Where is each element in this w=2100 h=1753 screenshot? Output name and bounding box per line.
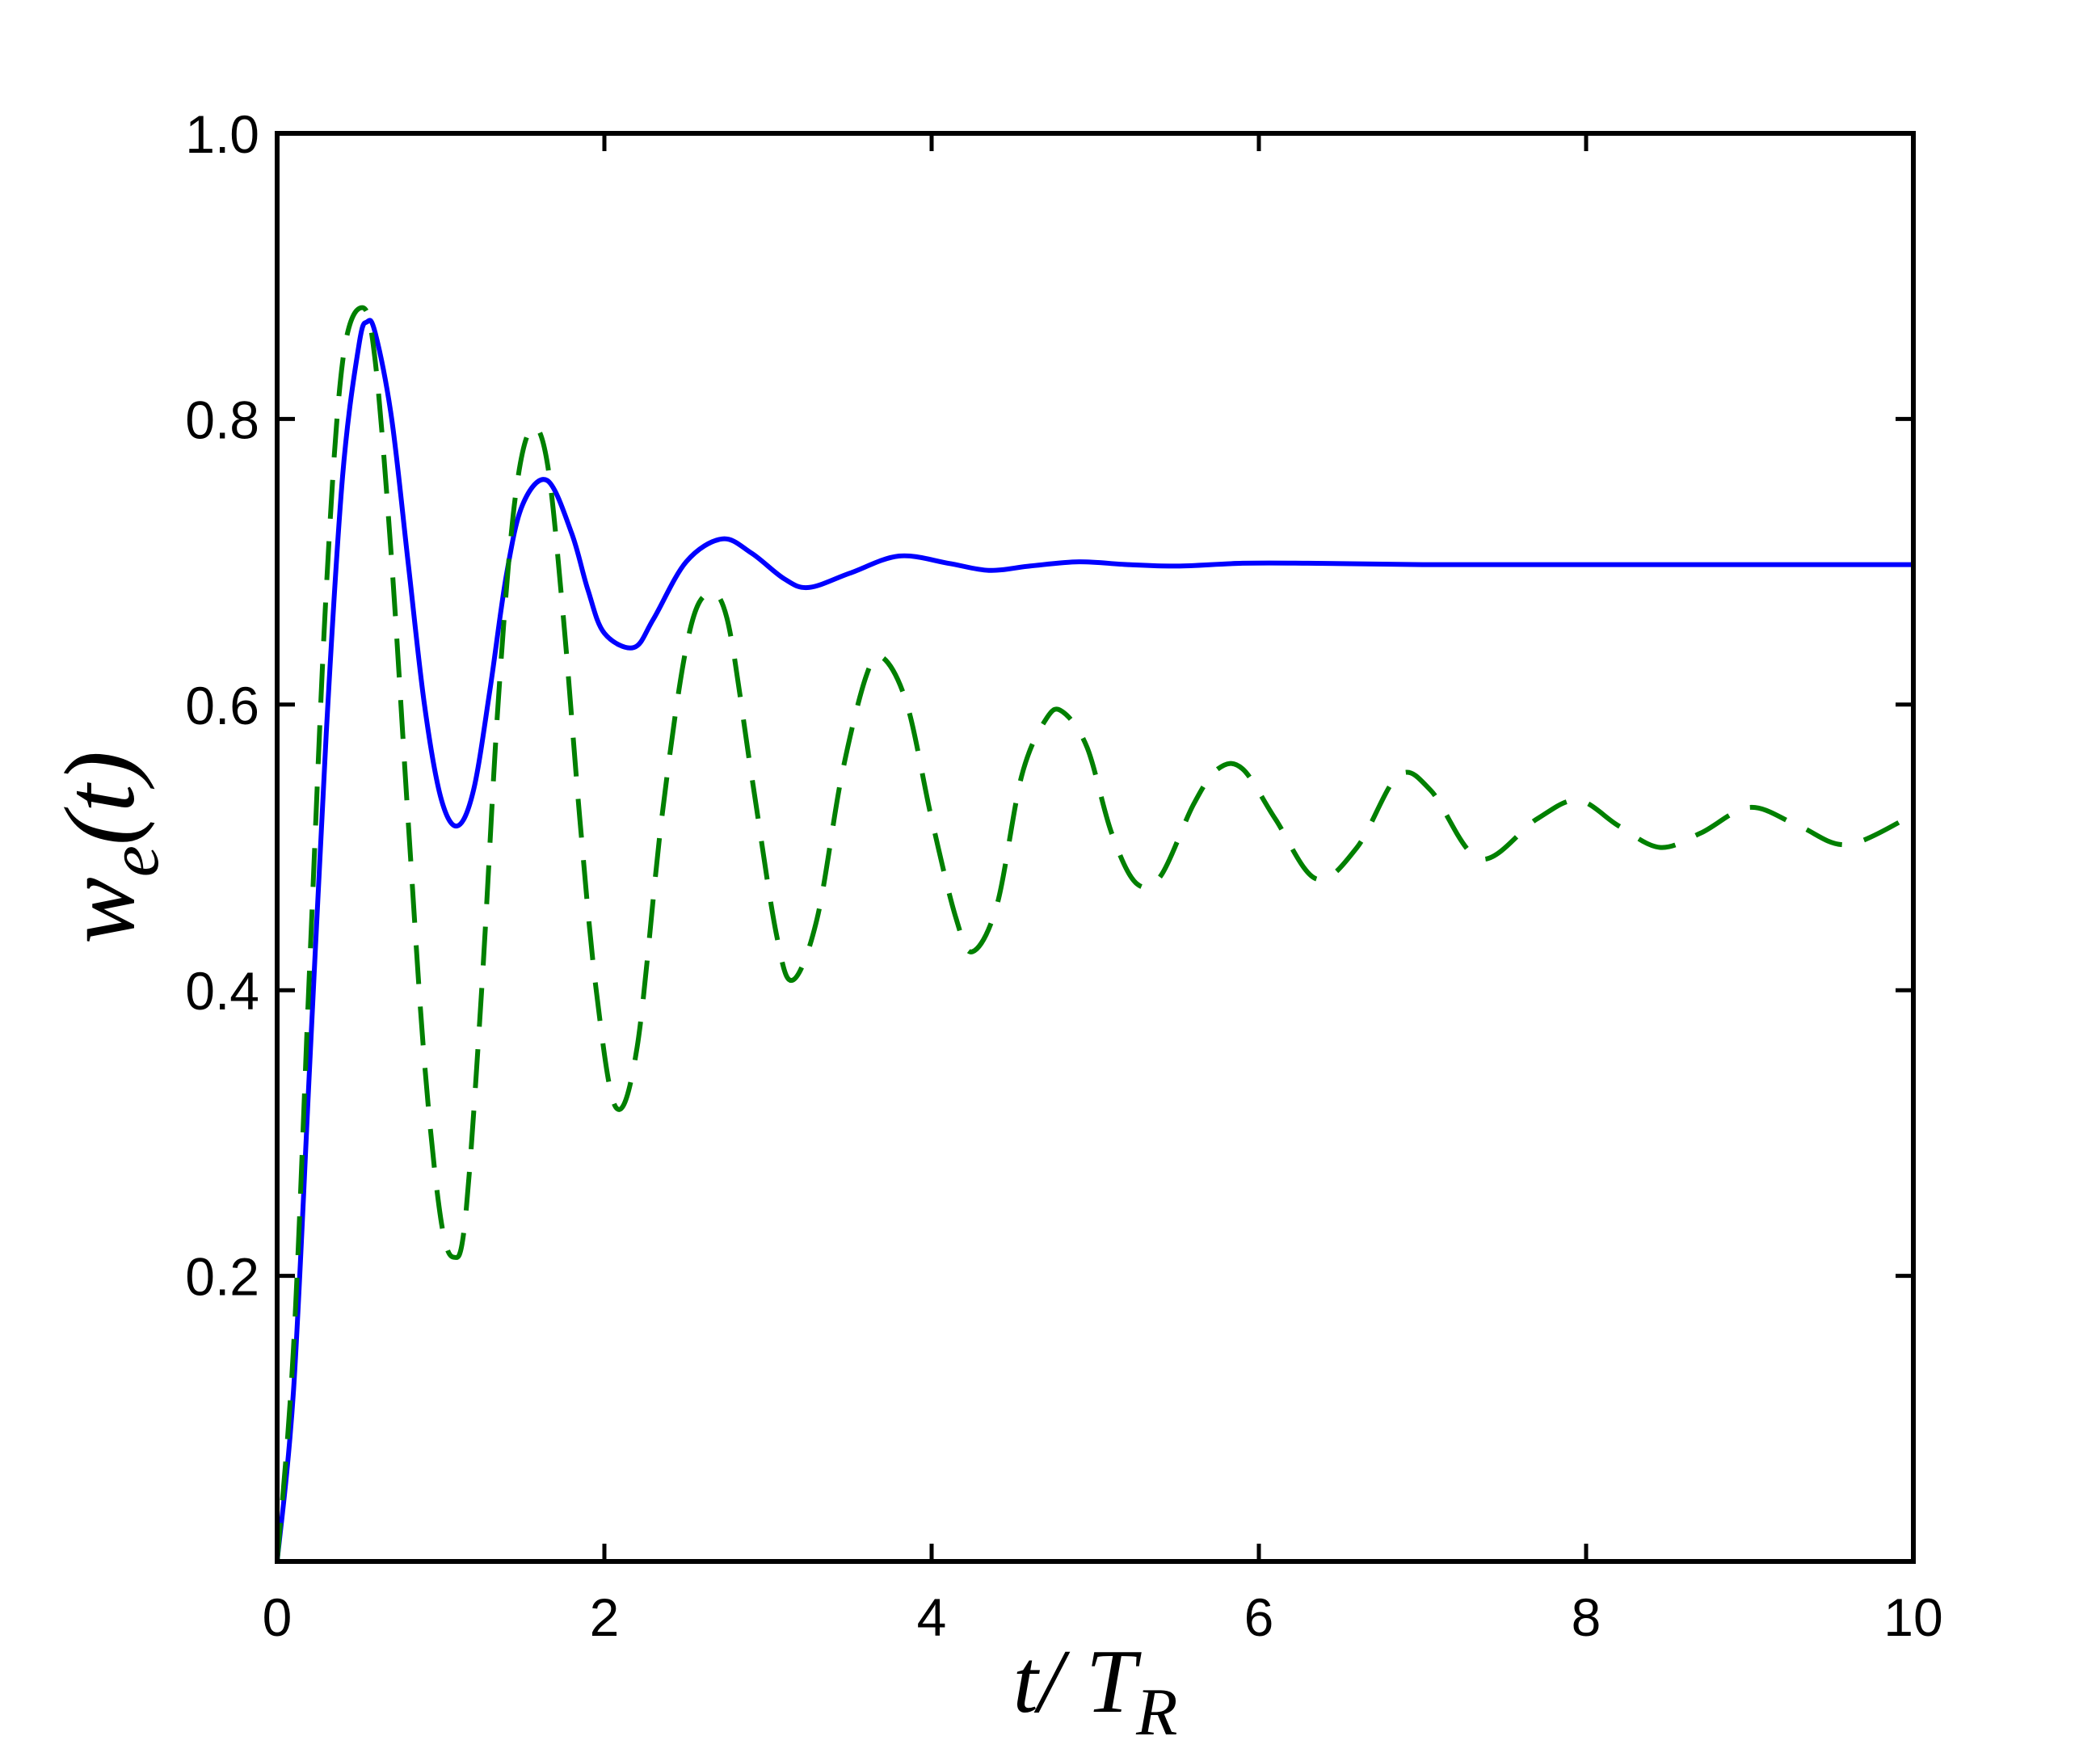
x-axis-label: t/ TR (1013, 1632, 1178, 1750)
x-tick-label: 0 (263, 1587, 292, 1647)
x-tick-label: 8 (1572, 1587, 1601, 1647)
x-tick-label: 4 (917, 1587, 947, 1647)
series-line-1 (275, 318, 1913, 1562)
y-tick-label: 0.4 (185, 961, 259, 1021)
series-layer (275, 305, 1915, 1562)
plot-frame (275, 131, 1916, 1564)
x-tick-label: 6 (1244, 1587, 1274, 1647)
x-tick-label: 10 (1883, 1587, 1942, 1647)
tick-layer: 0 2 4 6 8 10 0.2 0.4 0.6 0.8 1.0 (185, 104, 1942, 1647)
y-axis-label: we(t) (44, 751, 174, 944)
y-tick-label: 0.6 (185, 676, 259, 735)
series-line-2 (275, 305, 1915, 1562)
y-tick-label: 1.0 (185, 104, 259, 164)
y-tick-label: 0.2 (185, 1247, 259, 1307)
x-tick-label: 2 (590, 1587, 620, 1647)
y-tick-label: 0.8 (185, 390, 259, 449)
